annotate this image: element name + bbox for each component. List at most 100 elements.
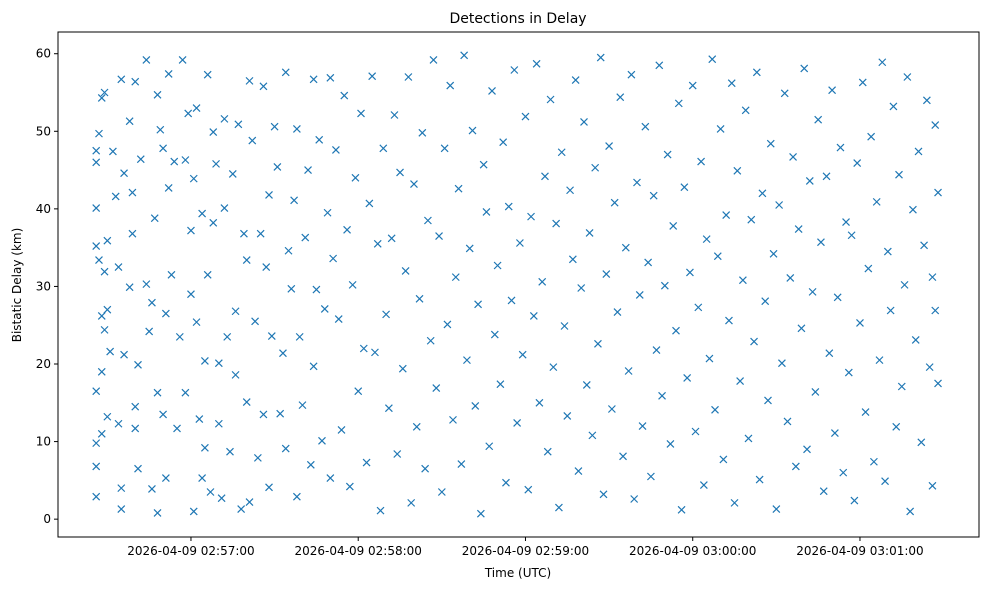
data-point <box>354 387 363 396</box>
data-point <box>337 426 346 434</box>
data-point <box>108 147 117 156</box>
data-point <box>220 114 229 123</box>
data-point <box>895 170 903 179</box>
data-point <box>911 336 920 344</box>
data-point <box>376 506 385 515</box>
data-point <box>507 296 516 305</box>
data-point <box>917 438 926 447</box>
data-point <box>220 204 229 213</box>
data-point <box>131 77 140 86</box>
data-point <box>106 347 115 356</box>
data-point <box>527 212 535 221</box>
data-point <box>817 238 825 247</box>
data-point <box>167 270 176 279</box>
data-point <box>635 291 644 299</box>
data-point <box>758 189 767 198</box>
data-point <box>496 380 505 389</box>
data-point <box>440 144 449 153</box>
data-point <box>128 229 137 238</box>
data-point <box>200 356 209 365</box>
data-point <box>694 303 703 312</box>
data-point <box>805 177 814 185</box>
data-point <box>599 490 608 499</box>
data-point <box>524 485 533 494</box>
data-point <box>557 148 566 157</box>
data-point <box>485 442 494 451</box>
data-point <box>446 81 455 90</box>
data-point <box>886 306 895 315</box>
data-point <box>725 316 733 325</box>
data-point <box>209 218 218 227</box>
y-tick-label: 20 <box>36 357 51 371</box>
data-point <box>393 450 402 458</box>
data-point <box>231 370 240 379</box>
data-point <box>237 505 246 513</box>
data-point <box>582 381 591 389</box>
data-point <box>228 170 237 178</box>
data-point <box>931 306 940 315</box>
data-point <box>245 76 254 85</box>
data-point <box>100 267 109 276</box>
data-point <box>206 488 215 496</box>
data-point <box>326 73 335 82</box>
data-point <box>554 503 563 512</box>
data-point <box>267 332 276 341</box>
data-point <box>323 208 332 217</box>
data-point <box>755 475 764 484</box>
data-point <box>159 144 168 153</box>
data-point <box>170 157 179 166</box>
data-point <box>245 498 254 507</box>
data-point <box>588 431 597 440</box>
data-point <box>114 263 123 271</box>
y-tick-label: 0 <box>43 512 51 526</box>
data-point <box>184 109 193 118</box>
data-point <box>460 51 469 60</box>
data-point <box>368 72 377 81</box>
data-point <box>117 505 126 513</box>
data-point <box>103 412 112 421</box>
data-point <box>677 505 686 514</box>
data-point <box>426 336 435 345</box>
data-point <box>697 157 706 166</box>
chart-title: Detections in Delay <box>449 11 586 27</box>
data-point <box>92 492 101 501</box>
data-point <box>814 115 823 124</box>
data-point <box>142 280 151 289</box>
x-axis-label: Time (UTC) <box>484 566 551 580</box>
data-point <box>819 487 828 496</box>
data-point <box>607 405 616 413</box>
data-point <box>159 410 168 419</box>
data-point <box>259 82 268 91</box>
data-point <box>404 73 413 81</box>
data-point <box>234 120 243 129</box>
data-point <box>128 188 137 197</box>
data-point <box>532 59 541 68</box>
x-tick-label: 2026-04-09 03:01:00 <box>796 544 923 558</box>
data-point <box>134 360 142 369</box>
data-point <box>842 218 850 226</box>
data-point <box>674 99 683 108</box>
data-point <box>914 147 923 156</box>
data-point <box>181 156 190 164</box>
data-point <box>861 408 870 417</box>
data-point <box>384 404 393 413</box>
data-point <box>839 468 848 477</box>
data-point <box>766 139 775 148</box>
data-point <box>934 188 942 197</box>
data-point <box>644 258 653 267</box>
data-point <box>326 474 335 482</box>
data-point <box>931 121 940 130</box>
data-point <box>513 419 522 427</box>
data-point <box>585 228 594 237</box>
data-point <box>649 191 658 200</box>
data-point <box>722 211 731 219</box>
data-point <box>92 158 101 167</box>
data-point <box>292 492 301 501</box>
data-point <box>543 447 552 456</box>
y-axis-label: Bistatic Delay (km) <box>10 228 24 343</box>
data-point <box>892 422 901 431</box>
data-point <box>100 325 109 334</box>
data-point <box>738 276 747 285</box>
data-point <box>418 128 427 137</box>
data-point <box>934 379 942 388</box>
